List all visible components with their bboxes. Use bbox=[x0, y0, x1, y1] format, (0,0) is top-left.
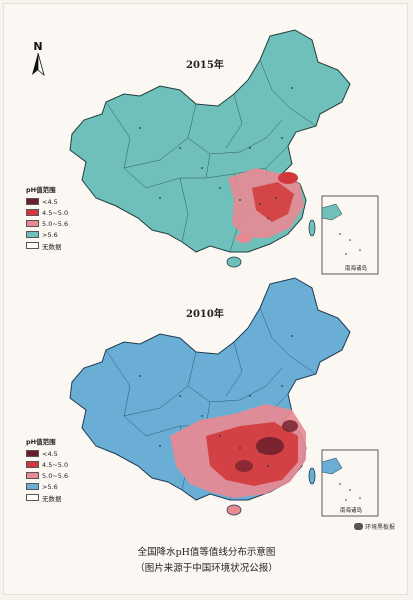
map-2015-title: 2015年 bbox=[186, 60, 224, 71]
taiwan-2010 bbox=[308, 467, 316, 485]
taiwan-2015 bbox=[308, 219, 316, 237]
map-2010 bbox=[20, 276, 395, 531]
legend-item: >5.6 bbox=[26, 229, 68, 240]
north-arrow-icon bbox=[32, 52, 45, 77]
map-2015 bbox=[20, 28, 395, 283]
watermark: 环境黑板报 bbox=[353, 522, 395, 531]
wechat-icon bbox=[353, 523, 363, 530]
legend-item: 4.5~5.0 bbox=[26, 459, 68, 470]
legend-item: 无数据 bbox=[26, 240, 68, 251]
legend-title-2015: pH值范围 bbox=[26, 186, 56, 194]
hainan-2010 bbox=[226, 504, 242, 516]
legend-2015: pH值范围 <4.5 4.5~5.0 5.0~5.6 >5.6 无数据 bbox=[26, 184, 68, 251]
watermark-text: 环境黑板报 bbox=[364, 524, 395, 531]
caption-line2: （图片来源于中国环境状况公报） bbox=[135, 563, 278, 574]
china-outline-2015 bbox=[69, 29, 351, 253]
inset-label-2015: 南海诸岛 bbox=[345, 266, 368, 272]
north-arrow: N bbox=[28, 40, 48, 78]
map-2010-title: 2010年 bbox=[186, 309, 224, 320]
inset-label-2010: 南海诸岛 bbox=[340, 508, 363, 514]
legend-item: 5.0~5.6 bbox=[26, 218, 68, 229]
legend-title-2010: pH值范围 bbox=[26, 438, 56, 446]
caption-line1: 全国降水pH值等值线分布示意图 bbox=[137, 547, 276, 558]
legend-item: >5.6 bbox=[26, 481, 68, 492]
acid-rain-zones-2010 bbox=[170, 404, 306, 498]
acid-rain-zones-2015 bbox=[228, 168, 304, 243]
legend-item: 5.0~5.6 bbox=[26, 470, 68, 481]
legend-2010: pH值范围 <4.5 4.5~5.0 5.0~5.6 >5.6 无数据 bbox=[26, 436, 68, 503]
legend-item: <4.5 bbox=[26, 196, 68, 207]
legend-item: 4.5~5.0 bbox=[26, 207, 68, 218]
north-label: N bbox=[33, 40, 43, 53]
hainan-2015 bbox=[226, 256, 242, 268]
legend-item: 无数据 bbox=[26, 492, 68, 503]
legend-item: <4.5 bbox=[26, 448, 68, 459]
